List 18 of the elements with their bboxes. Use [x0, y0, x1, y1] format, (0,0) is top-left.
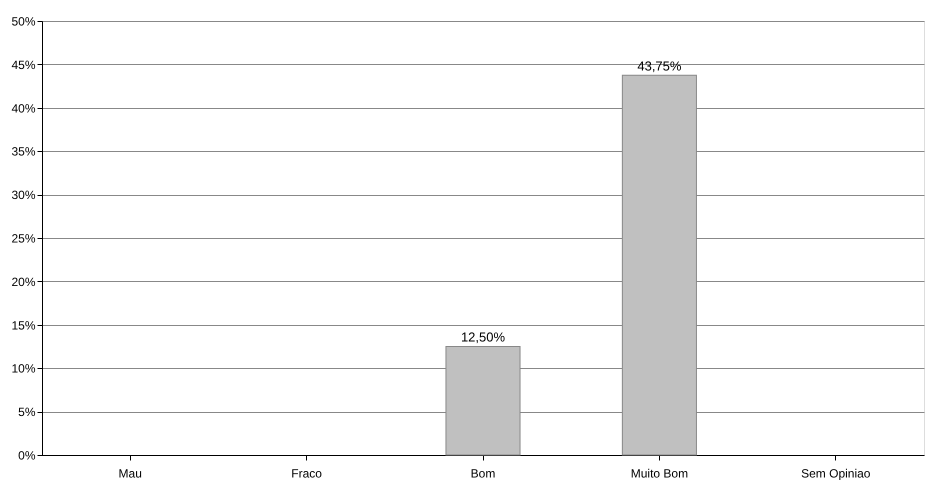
y-tick-label: 25%	[11, 232, 36, 246]
data-label: 43,75%	[637, 58, 682, 74]
y-tick-label: 50%	[11, 14, 36, 28]
x-tick-label: Fraco	[291, 466, 322, 480]
y-tick-label: 10%	[11, 362, 36, 376]
y-tick-label: 45%	[11, 58, 36, 72]
x-tick-label: Mau	[118, 466, 142, 480]
x-tick-label: Muito Bom	[630, 466, 688, 480]
y-tick-label: 5%	[18, 405, 36, 420]
x-tick-label: Bom	[470, 466, 496, 480]
data-label: 12,50%	[460, 330, 506, 344]
y-tick-label: 0%	[18, 448, 36, 462]
y-tick-label: 40%	[11, 101, 36, 116]
y-tick-label: 20%	[11, 274, 36, 289]
x-tick-label: Sem Opiniao	[801, 466, 871, 480]
y-tick-label: 30%	[11, 188, 36, 202]
y-tick-label: 35%	[11, 144, 36, 159]
y-tick-label: 15%	[11, 318, 36, 332]
